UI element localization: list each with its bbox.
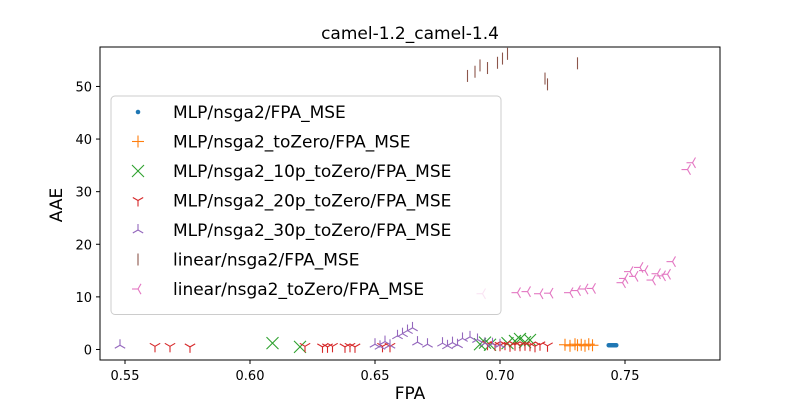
data-point-6-14 — [639, 265, 649, 277]
data-point-6-18 — [661, 268, 671, 280]
data-point-6-19 — [666, 256, 676, 268]
y-tick-label: 10 — [75, 291, 92, 306]
y-tick-label: 0 — [84, 343, 92, 358]
data-point-3-1 — [164, 342, 176, 353]
data-point-4-17 — [472, 333, 483, 343]
data-point-3-3 — [299, 342, 311, 353]
data-point-6-13 — [634, 261, 644, 273]
x-axis-title: FPA — [395, 384, 426, 400]
data-point-6-4 — [544, 287, 554, 299]
data-point-6-7 — [579, 283, 589, 295]
data-point-6-1 — [511, 287, 521, 299]
x-tick-label: 0.75 — [611, 369, 640, 384]
data-point-1-7 — [586, 339, 599, 352]
x-tick-label: 0.60 — [236, 369, 265, 384]
legend-marker-4 — [132, 224, 144, 234]
data-point-3-20 — [524, 341, 536, 352]
chart-title: camel-1.2_camel-1.4 — [321, 24, 499, 44]
legend-label-2: MLP/nsga2_10p_toZero/FPA_MSE — [173, 162, 451, 182]
data-point-3-19 — [519, 341, 531, 351]
data-point-3-6 — [327, 342, 338, 353]
legend-label-3: MLP/nsga2_20p_toZero/FPA_MSE — [173, 192, 451, 212]
data-point-3-2 — [184, 343, 196, 353]
y-tick-label: 30 — [75, 186, 92, 201]
legend: MLP/nsga2/FPA_MSE MLP/nsga2_toZero/FPA_MS… — [110, 95, 502, 315]
data-point-3-16 — [504, 342, 516, 352]
data-point-4-10 — [422, 338, 433, 348]
legend-label-1: MLP/nsga2_toZero/FPA_MSE — [173, 133, 410, 153]
legend-marker-0 — [135, 109, 141, 115]
data-point-4-12 — [442, 339, 453, 350]
data-point-4-0 — [114, 339, 126, 349]
data-point-6-2 — [521, 286, 531, 298]
data-point-3-17 — [509, 341, 521, 351]
data-point-4-4 — [384, 339, 396, 349]
data-point-3-9 — [349, 343, 361, 353]
data-point-4-6 — [397, 327, 408, 338]
legend-marker-2 — [131, 164, 145, 178]
data-point-4-2 — [374, 340, 386, 350]
x-tick-label: 0.65 — [361, 369, 390, 384]
legend-marker-3 — [132, 197, 144, 207]
legend-marker-1 — [132, 135, 144, 148]
legend-label-6: linear/nsga2_toZero/FPA_MSE — [173, 280, 424, 300]
data-point-2-1 — [293, 340, 307, 354]
data-point-6-3 — [534, 288, 544, 300]
data-point-3-23 — [542, 342, 553, 352]
legend-label-4: MLP/nsga2_30p_toZero/FPA_MSE — [173, 221, 451, 241]
data-point-6-17 — [656, 270, 666, 282]
data-point-4-8 — [407, 321, 418, 332]
data-point-2-0 — [266, 336, 279, 350]
data-point-6-8 — [586, 282, 596, 294]
x-tick-label: 0.55 — [111, 369, 140, 384]
legend-label-0: MLP/nsga2/FPA_MSE — [173, 103, 346, 123]
data-point-4-3 — [379, 335, 391, 346]
series-0 — [606, 342, 619, 348]
series-6 — [476, 157, 696, 300]
y-axis-ticks: 0 10 20 30 40 50 — [75, 80, 100, 358]
y-tick-label: 20 — [75, 238, 92, 253]
axes-frame — [99, 46, 721, 361]
data-point-4-7 — [402, 324, 413, 335]
series-3 — [149, 340, 553, 353]
series-1 — [559, 338, 599, 352]
data-point-6-20 — [681, 164, 691, 176]
y-tick-label: 40 — [75, 133, 92, 148]
legend-box — [110, 95, 502, 315]
data-point-3-8 — [344, 342, 356, 353]
series-4 — [114, 321, 506, 350]
y-tick-label: 50 — [75, 80, 92, 95]
y-axis-title: AAE — [47, 188, 67, 222]
data-point-3-0 — [149, 342, 161, 353]
legend-marker-6 — [132, 283, 142, 295]
x-axis-ticks: 0.55 0.60 0.65 0.70 0.75 — [111, 360, 640, 384]
data-point-0-6 — [613, 342, 619, 348]
data-point-4-16 — [464, 330, 476, 341]
series-5 — [466, 47, 579, 91]
data-point-6-12 — [629, 270, 639, 282]
x-tick-label: 0.70 — [486, 369, 515, 384]
data-point-6-21 — [686, 157, 696, 169]
legend-label-5: linear/nsga2/FPA_MSE — [173, 251, 359, 271]
data-point-6-10 — [619, 272, 629, 284]
data-point-6-6 — [571, 285, 581, 297]
data-point-4-9 — [412, 336, 423, 346]
data-point-4-20 — [494, 338, 506, 349]
data-point-6-15 — [646, 274, 656, 286]
